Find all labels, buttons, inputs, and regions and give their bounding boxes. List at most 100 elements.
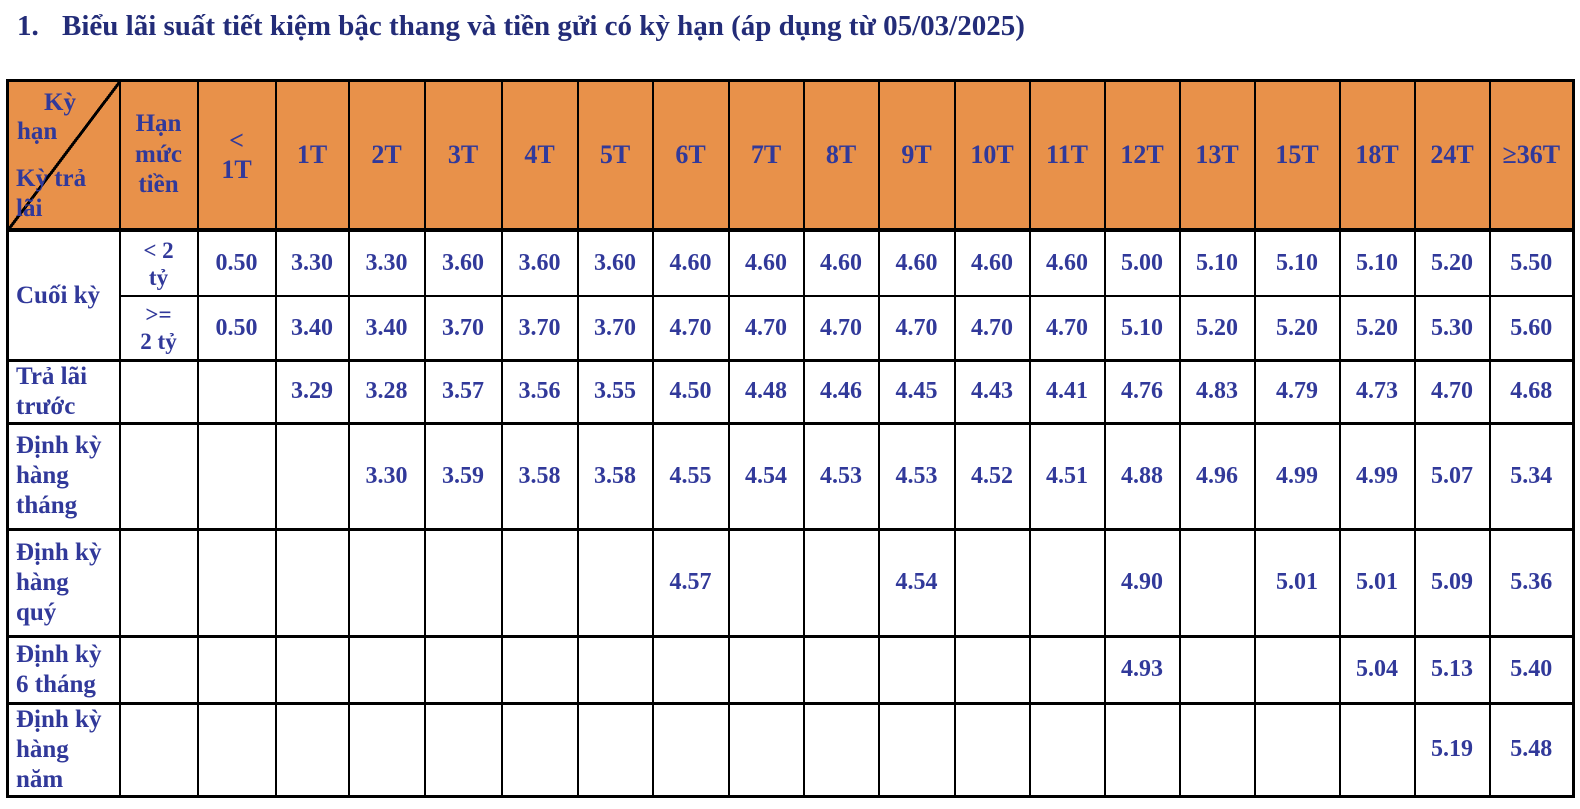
rate-cell [651, 701, 730, 798]
rate-cell: 4.55 [651, 421, 730, 531]
rate-cell: 3.29 [274, 358, 350, 425]
rate-cell: 5.01 [1338, 527, 1416, 638]
rate-cell: 4.46 [802, 358, 880, 425]
document-page: 1. Biểu lãi suất tiết kiệm bậc thang và … [0, 9, 1580, 798]
rate-cell [877, 701, 956, 798]
rate-cell: 4.54 [727, 421, 805, 531]
rate-cell: 4.99 [1253, 421, 1341, 531]
rate-cell [347, 634, 426, 705]
rate-cell [576, 701, 654, 798]
rate-cell [651, 634, 730, 705]
rate-cell: 5.10 [1178, 229, 1256, 298]
term-header: 4T [500, 79, 579, 233]
rate-cell [274, 527, 350, 638]
rate-cell [347, 701, 426, 798]
rate-cell: 4.79 [1253, 358, 1341, 425]
rate-cell: 4.53 [877, 421, 956, 531]
rate-cell [274, 701, 350, 798]
rate-cell: 3.58 [500, 421, 579, 531]
rate-cell: 0.50 [196, 295, 277, 362]
rate-cell: 3.30 [274, 229, 350, 298]
rate-cell: 3.70 [500, 295, 579, 362]
rate-cell [347, 527, 426, 638]
limit-cell [118, 634, 199, 705]
term-header: 5T [576, 79, 654, 233]
row-label-tra-lai-truoc: Trả lãi trước [6, 358, 121, 425]
rate-cell: 3.55 [576, 358, 654, 425]
section-title: 1. Biểu lãi suất tiết kiệm bậc thang và … [17, 9, 1580, 44]
rate-cell [953, 527, 1031, 638]
rate-cell: 3.60 [576, 229, 654, 298]
rate-cell: 4.60 [1028, 229, 1106, 298]
rate-cell [576, 527, 654, 638]
rate-cell: 4.60 [877, 229, 956, 298]
term-header: 6T [651, 79, 730, 233]
limit-cell [118, 421, 199, 531]
rate-cell: 5.36 [1488, 527, 1575, 638]
rate-cell [1028, 527, 1106, 638]
rate-cell [196, 701, 277, 798]
rate-cell: 4.60 [953, 229, 1031, 298]
rate-cell: 3.28 [347, 358, 426, 425]
rate-cell: 5.48 [1488, 701, 1575, 798]
table-row: Trả lãi trước 3.29 3.28 3.57 3.56 3.55 4.50 4.4… [6, 358, 1575, 425]
rate-cell [802, 701, 880, 798]
rate-cell [1253, 634, 1341, 705]
rate-cell: 5.10 [1338, 229, 1416, 298]
term-header: 8T [802, 79, 880, 233]
row-label-cuoi-ky-duoi-2-ty: Cuối kỳ [6, 229, 121, 362]
rate-cell [727, 701, 805, 798]
rate-cell: 3.70 [423, 295, 503, 362]
rate-cell: 4.68 [1488, 358, 1575, 425]
rate-cell: 4.60 [802, 229, 880, 298]
rate-cell: 4.83 [1178, 358, 1256, 425]
rate-cell: 5.20 [1178, 295, 1256, 362]
rate-cell: 4.93 [1103, 634, 1181, 705]
rate-cell [1028, 701, 1106, 798]
rate-cell: 3.70 [576, 295, 654, 362]
table-row: Định kỳ 6 tháng 4.93 5.04 5.13 5.40 [6, 634, 1575, 705]
row-label-dinh-ky-hang-nam: Định kỳ hàng năm [6, 701, 121, 798]
term-header: 3T [423, 79, 503, 233]
rate-cell: 4.70 [802, 295, 880, 362]
rate-cell: 4.99 [1338, 421, 1416, 531]
rate-cell [802, 527, 880, 638]
rate-cell [423, 701, 503, 798]
rate-cell [727, 634, 805, 705]
rate-cell: 0.50 [196, 229, 277, 298]
rate-cell [274, 421, 350, 531]
rate-cell: 4.76 [1103, 358, 1181, 425]
rate-cell [423, 634, 503, 705]
rate-cell: 5.30 [1413, 295, 1491, 362]
rate-cell [953, 634, 1031, 705]
rate-cell: 5.07 [1413, 421, 1491, 531]
term-axis-label: Kỳ hạn [17, 88, 76, 146]
rate-cell: 5.10 [1253, 229, 1341, 298]
rate-cell [500, 634, 579, 705]
rate-cell [1178, 527, 1256, 638]
rate-cell: 5.13 [1413, 634, 1491, 705]
rate-cell: 4.41 [1028, 358, 1106, 425]
rate-cell: 4.70 [651, 295, 730, 362]
rate-cell [274, 634, 350, 705]
term-header: 15T [1253, 79, 1341, 233]
rate-cell [802, 634, 880, 705]
table-row: Cuối kỳ < 2 tỷ 0.50 3.30 3.30 3.60 3.60 3.60 4.6… [6, 229, 1575, 362]
rate-cell: 4.48 [727, 358, 805, 425]
rate-cell: 4.70 [877, 295, 956, 362]
rate-cell: 4.50 [651, 358, 730, 425]
rate-cell: 4.88 [1103, 421, 1181, 531]
rate-cell: 4.53 [802, 421, 880, 531]
limit-cell: >= 2 tỷ [118, 295, 199, 362]
rate-cell [196, 527, 277, 638]
rate-cell: 4.73 [1338, 358, 1416, 425]
rate-cell: 4.51 [1028, 421, 1106, 531]
rate-cell: 5.19 [1413, 701, 1491, 798]
limit-cell [118, 701, 199, 798]
payout-axis-label: Kỳ trả lãi [16, 165, 87, 222]
rate-cell [196, 634, 277, 705]
rate-cell [500, 527, 579, 638]
rate-cell [1178, 701, 1256, 798]
rate-cell: 4.96 [1178, 421, 1256, 531]
rate-cell: 4.54 [877, 527, 956, 638]
